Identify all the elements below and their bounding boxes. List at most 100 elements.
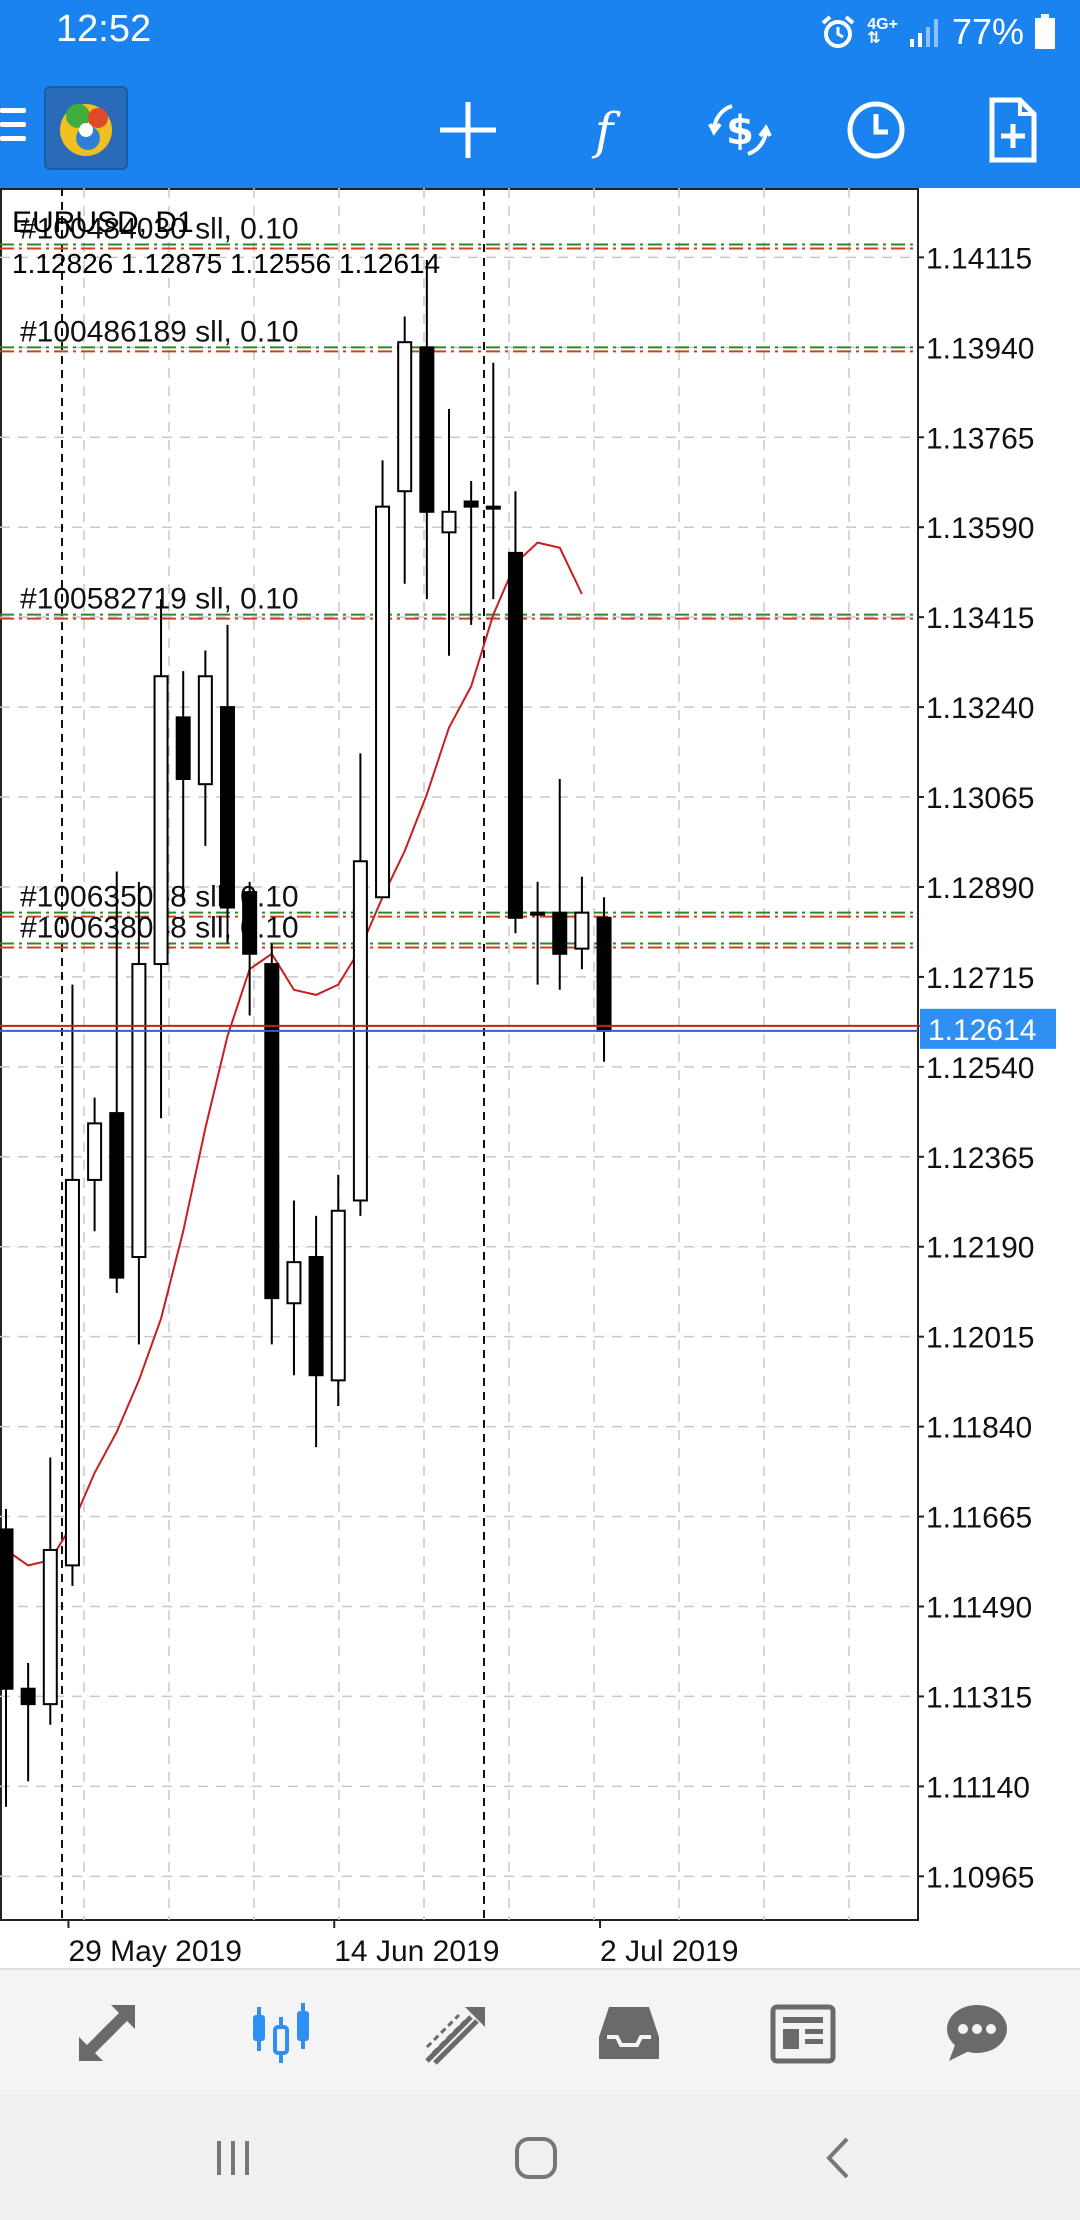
candle-body [264,963,280,1300]
candle-body [220,706,235,909]
nav-trade[interactable] [410,1988,500,2078]
home-icon [515,2137,557,2179]
battery-percentage: 77% [951,11,1024,52]
signal-icon [909,19,938,47]
app-logo [44,86,128,170]
candle [197,650,213,846]
candle [441,408,457,656]
candle-body [153,675,169,966]
candle-body [596,916,612,1032]
svg-text:f: f [591,102,621,160]
order-label: #100582719 sll, 0.10 [20,583,299,616]
candle [507,491,523,934]
crosshair-icon[interactable] [432,94,504,166]
y-tick-label: 1.12190 [926,1232,1034,1265]
y-tick-label: 1.11490 [926,1591,1032,1624]
candle-body [308,1256,324,1377]
candle [375,460,391,899]
candle [530,881,546,985]
y-tick-label: 1.11840 [926,1412,1032,1445]
price-chart[interactable]: #100484030 sll, 0.10 #100486189 sll, 0.10… [0,188,1080,1968]
network-type: 4G+ ⇅ [867,16,898,47]
candle-body [175,716,191,781]
x-tick-label: 14 Jun 2019 [334,1935,499,1968]
home-button[interactable] [496,2118,576,2198]
y-tick-label: 1.12715 [926,962,1034,995]
candle-body [131,963,147,1259]
candle [153,599,169,1119]
candle [64,984,80,1586]
candle [397,316,413,584]
candle [264,943,280,1345]
candle-body [397,341,413,493]
candle-body [64,1178,80,1567]
candle-body [286,1261,302,1305]
battery-icon [1035,14,1055,49]
y-tick-label: 1.12015 [926,1322,1034,1355]
y-tick-label: 1.11315 [926,1681,1032,1714]
candle [109,871,125,1293]
y-tick-label: 1.12540 [926,1052,1034,1085]
y-tick-label: 1.12890 [926,872,1034,905]
candle [485,362,501,600]
candle [286,1200,302,1376]
candle [352,753,368,1216]
menu-icon[interactable] [0,108,26,144]
y-tick-label: 1.13415 [926,602,1034,635]
trade-icon [425,2007,485,2065]
candle [242,881,258,1016]
y-tick-label: 1.10965 [926,1861,1034,1894]
candle-body [375,505,391,899]
x-tick-label: 2 Jul 2019 [600,1935,738,1968]
recent-apps-button[interactable] [194,2118,274,2198]
candle-body [330,1209,346,1382]
candle [20,1663,36,1782]
nav-news[interactable] [758,1988,848,2078]
y-tick-label: 1.12365 [926,1142,1034,1175]
quotes-icon [79,2005,135,2061]
timeframe-clock-icon[interactable] [840,94,912,166]
bottom-navigation [0,1968,1080,2096]
candle [87,1097,103,1232]
chart-ohlc: 1.12826 1.12875 1.12556 1.12614 [12,248,441,279]
y-tick-label: 1.13240 [926,692,1034,725]
candle [419,259,435,600]
status-time: 12:52 [56,8,152,50]
y-tick-label: 1.13940 [926,332,1034,365]
candle-body [441,510,457,534]
candle [596,897,612,1062]
chart-area[interactable]: #100484030 sll, 0.10 #100486189 sll, 0.10… [0,188,1080,1968]
nav-quotes[interactable] [62,1988,152,2078]
current-price-tag [920,1008,1056,1049]
moving-average-line [5,541,583,1567]
nav-chart[interactable] [236,1988,326,2078]
candle-body [242,891,258,955]
order-label: #100484030 sll, 0.10 [20,213,299,246]
candle-body [485,505,501,510]
svg-text:$: $ [726,108,754,154]
top-bar: 12:52 4G+ ⇅ 77% [0,0,1080,188]
nav-messages[interactable] [932,1988,1022,2078]
new-order-icon[interactable] [976,94,1048,166]
y-tick-label: 1.13590 [926,512,1034,545]
current-price-label: 1.12614 [928,1014,1036,1047]
indicators-f-icon[interactable]: f [568,94,640,166]
candle [0,1508,14,1807]
candle-body [197,675,213,786]
nav-history[interactable] [584,1988,674,2078]
candle [175,671,191,903]
candle-body [419,346,435,513]
messages-icon [947,2005,1007,2061]
candle [308,1215,324,1448]
trade-dollar-icon[interactable]: $ [704,94,776,166]
back-button[interactable] [800,2118,880,2198]
candle [42,1457,58,1725]
candle [131,881,147,1345]
status-icons: 4G+ ⇅ 77% [819,8,1056,56]
y-tick-label: 1.13065 [926,782,1034,815]
order-label: #100486189 sll, 0.10 [20,315,299,348]
history-icon [599,2007,659,2059]
candle-body [87,1122,103,1181]
recent-apps-icon [217,2141,249,2175]
y-tick-label: 1.11665 [926,1502,1032,1535]
